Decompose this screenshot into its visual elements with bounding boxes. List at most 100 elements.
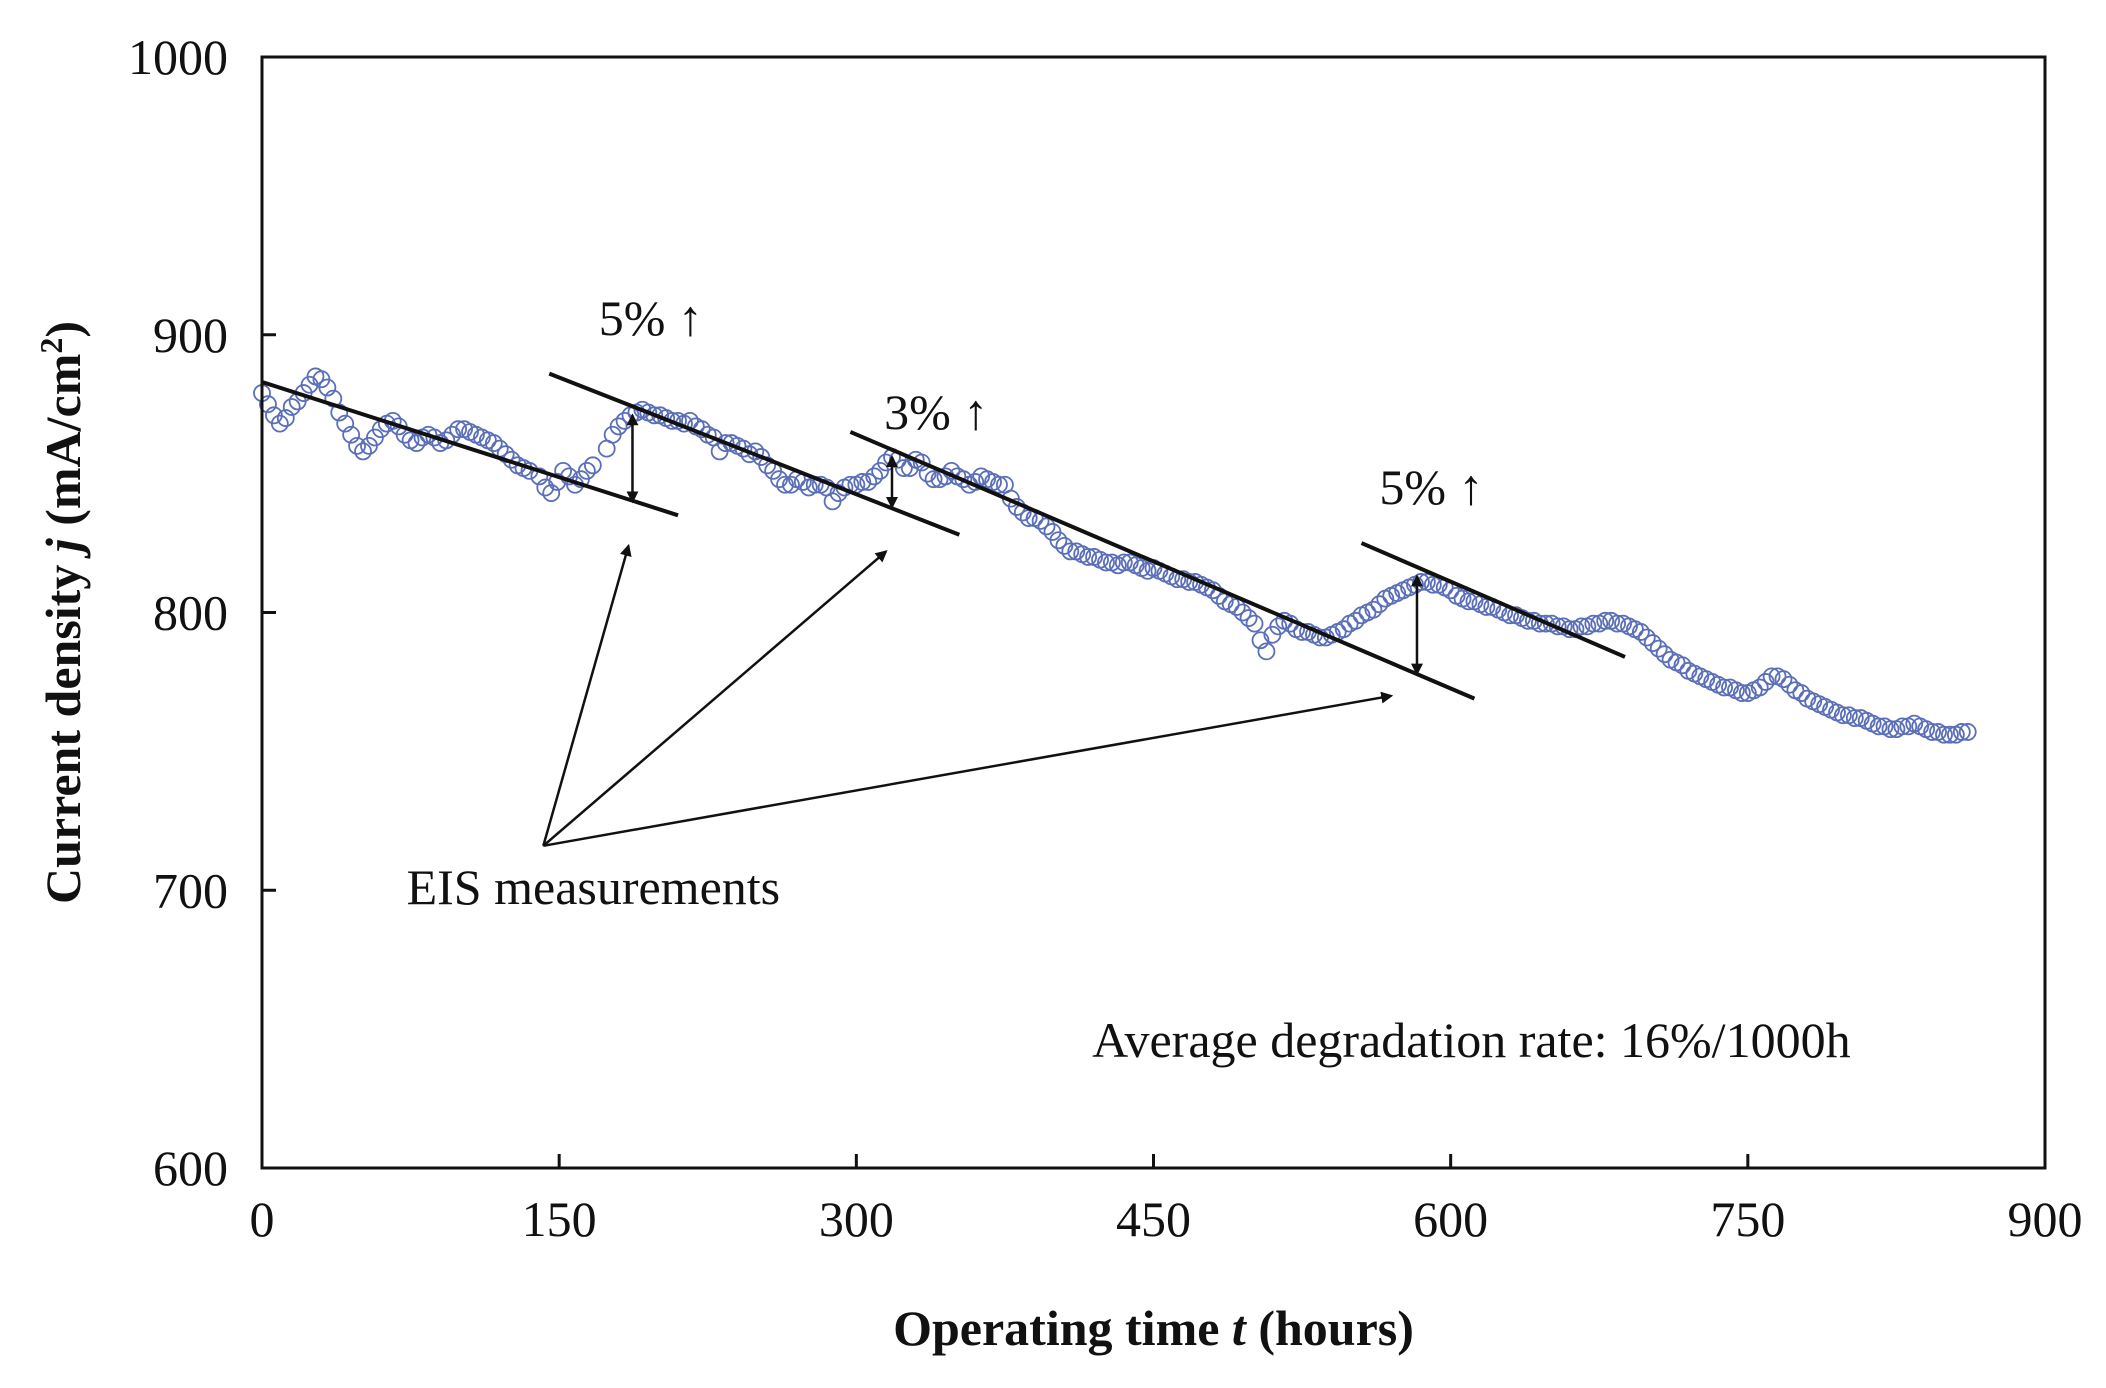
data-point [1459,592,1478,611]
x-axis-title-part: t [1232,1300,1248,1356]
x-axis-title-part: Operating time [893,1300,1232,1356]
data-point [536,478,555,497]
data-point [1097,553,1115,572]
percent-step-annotation: 5% ↑ [1379,459,1483,515]
eis-measurements-label: EIS measurements [407,859,781,915]
x-tick-label: 0 [250,1191,275,1247]
data-point [1941,725,1959,744]
data-point [1239,609,1258,627]
plot-frame [260,55,2047,1170]
data-point [1756,673,1775,691]
x-tick-label: 150 [522,1191,597,1247]
data-point [770,470,788,489]
data-point [1881,720,1900,739]
data-point [912,453,931,472]
data-point [530,467,549,486]
data-point [282,398,301,416]
data-point [1631,623,1650,641]
y-axis-title-part: ) [35,321,91,338]
data-point [853,473,872,491]
text-layer: 0 150 300 450 600 750 900 600 700 800 900 1000 Opera… [33,29,2083,1356]
data-point [782,475,800,494]
data-point [270,414,289,433]
data-point [1055,536,1074,555]
data-point [1958,723,1977,741]
data-point [954,470,973,489]
percent-step-annotation: 3% ↑ [884,384,988,440]
data-point [1049,531,1068,550]
data-point [425,428,444,447]
data-point [1596,611,1615,630]
trend-line [1360,541,1626,659]
data-point [1774,670,1793,689]
y-tick-label: 800 [153,585,228,641]
data-point [1423,575,1442,594]
data-point [859,473,878,491]
data-point [348,436,366,455]
data-point [1037,517,1056,536]
data-point [330,403,349,422]
data-point [924,470,943,489]
data-point [1584,614,1603,633]
percent-step-annotation: 5% ↑ [599,290,703,346]
data-point [1257,642,1276,661]
data-point [1923,723,1941,741]
data-point [407,434,426,452]
data-point [1935,725,1953,744]
data-point [1655,645,1674,664]
y-tick-label: 900 [153,307,228,363]
data-point [1845,709,1864,727]
data-point [1251,631,1270,650]
data-point [259,395,277,414]
data-point [1269,617,1288,636]
x-axis-title: Operating time t (hours) [893,1300,1414,1356]
data-point [1233,603,1252,622]
y-tick-label: 600 [153,1140,228,1196]
data-point [1834,706,1852,725]
data-point [990,475,1008,494]
data-point [548,473,567,491]
data-point [276,409,295,427]
x-tick-label: 300 [819,1191,894,1247]
data-point [1346,611,1365,630]
trend-line [261,380,679,518]
data-point [1334,620,1353,639]
trend-line [849,430,1476,701]
data-points-layer [253,367,1977,744]
data-point [1370,595,1389,614]
x-tick-label: 450 [1116,1191,1191,1247]
data-point [336,414,355,433]
data-point [1792,684,1811,702]
y-tick-label: 1000 [128,29,228,85]
data-point [1637,628,1656,647]
data-point [1869,717,1888,736]
x-tick-label: 600 [1413,1191,1488,1247]
data-point [1643,634,1662,652]
data-point [342,425,361,444]
data-point [1780,675,1799,694]
data-point [1114,553,1133,572]
data-point [542,484,561,502]
data-point [449,420,468,439]
data-point [1245,614,1264,633]
data-point [1608,614,1626,633]
degradation-rate-note: Average degradation rate: 16%/1000h [1092,1012,1851,1068]
x-axis-title-part: (hours) [1246,1300,1414,1356]
x-tick-label: 900 [2008,1191,2083,1247]
data-point [496,445,515,464]
axis-ticks-layer [260,55,2047,1170]
y-tick-label: 700 [153,862,228,918]
data-point [1364,600,1383,619]
eis-pointer-arrow [542,550,888,847]
data-point [354,442,372,461]
data-point [318,378,337,397]
data-point [1649,639,1668,658]
data-point [1952,723,1971,741]
data-point [865,467,884,486]
eis-pointer-arrow [543,691,1394,848]
data-point [829,484,848,502]
x-tick-label: 750 [1710,1191,1785,1247]
data-point [583,456,602,475]
